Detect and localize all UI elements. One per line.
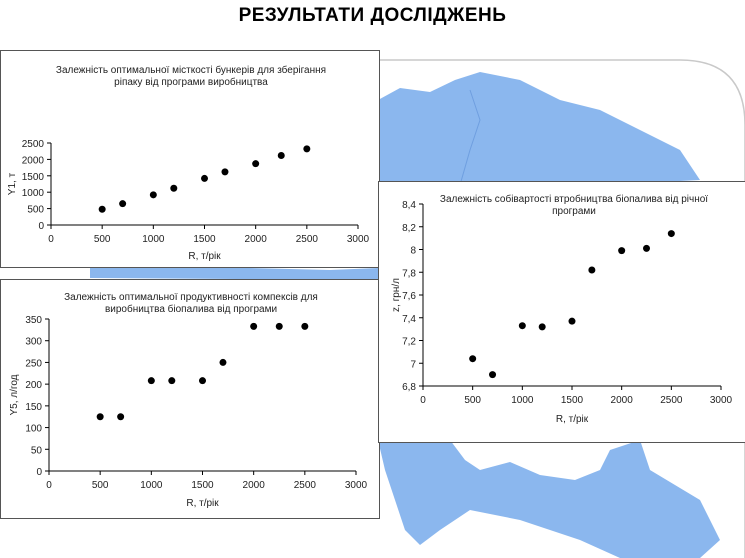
y-tick-label: 300 (25, 337, 42, 348)
x-tick-label: 3000 (347, 234, 370, 245)
y-tick-label: 0 (36, 467, 42, 478)
chart-1-title: Залежність оптимальної місткості бункері… (55, 65, 327, 88)
x-axis-label: R, т/рік (188, 251, 221, 262)
data-point (170, 184, 178, 192)
data-point (469, 355, 477, 363)
x-tick-label: 1500 (193, 234, 216, 245)
data-point (568, 317, 576, 325)
data-point (117, 413, 125, 421)
x-tick-label: 2500 (296, 234, 319, 245)
data-point (98, 205, 106, 213)
y-axis-label: z, грн/л (391, 278, 402, 312)
data-point (201, 174, 208, 182)
data-point (275, 322, 283, 330)
y-tick-label: 7,4 (402, 314, 416, 325)
x-tick-label: 0 (420, 395, 426, 406)
x-tick-label: 1500 (191, 480, 214, 491)
data-point (219, 358, 227, 366)
y-tick-label: 250 (25, 358, 42, 369)
chart-1-plot: 0 500 1000 1500 2000 2500 3000 0 500 1000 1500 2000… (7, 139, 370, 262)
chart-2-title: Залежність оптимальної продуктивності ко… (64, 292, 318, 315)
data-point (489, 371, 497, 379)
data-point (252, 160, 260, 168)
y-tick-label: 8 (410, 246, 416, 257)
slide-title: РЕЗУЛЬТАТИ ДОСЛІДЖЕНЬ (238, 5, 507, 26)
x-tick-label: 1500 (561, 395, 584, 406)
data-point (303, 145, 311, 153)
y-tick-label: 6,8 (402, 382, 416, 393)
data-point (250, 322, 258, 330)
x-tick-label: 1000 (140, 480, 163, 491)
data-point (147, 377, 155, 385)
data-point (199, 377, 206, 385)
map-region-north (378, 72, 700, 185)
y-tick-label: 50 (31, 445, 43, 456)
x-tick-label: 500 (92, 480, 109, 491)
data-point (667, 230, 675, 238)
data-point (301, 322, 309, 330)
chart-panel-3: Залежність собівартості втробництва біоп… (378, 181, 745, 443)
data-point (168, 377, 176, 385)
chart-panel-1: Залежність оптимальної місткості бункері… (0, 50, 380, 268)
y-tick-label: 2000 (22, 155, 45, 166)
data-point (538, 323, 546, 331)
y-tick-label: 2500 (22, 139, 45, 150)
y-tick-label: 7,6 (402, 291, 416, 302)
y-tick-label: 1500 (22, 172, 45, 183)
data-point (277, 151, 285, 159)
map-region-west (90, 264, 378, 280)
chart-2-plot: 0 500 1000 1500 2000 2500 3000 0 50 100 150 200 250 3… (9, 315, 368, 509)
map-border-line (459, 89, 481, 186)
data-point (96, 413, 104, 421)
x-axis-label: R, т/рік (186, 498, 219, 509)
y-tick-label: 200 (25, 380, 42, 391)
x-tick-label: 2000 (245, 234, 268, 245)
chart-3-title: Залежність собівартості втробництва біоп… (439, 194, 709, 217)
map-region-south (378, 440, 720, 558)
x-tick-label: 2500 (660, 395, 683, 406)
x-tick-label: 3000 (345, 480, 368, 491)
y-tick-label: 150 (25, 402, 42, 413)
data-point (119, 200, 127, 208)
y-tick-label: 500 (27, 205, 44, 216)
y-tick-label: 0 (38, 221, 44, 232)
x-axis-label: R, т/рік (556, 414, 589, 425)
x-tick-label: 1000 (511, 395, 534, 406)
x-tick-label: 0 (48, 234, 54, 245)
x-tick-label: 0 (46, 480, 52, 491)
y-tick-label: 7 (410, 359, 416, 370)
chart-3-plot: 0 500 1000 1500 2000 2500 3000 6,8 7 7,2 7,4 7,6 7,8… (391, 200, 733, 425)
data-point (149, 191, 157, 199)
data-point (618, 247, 626, 255)
y-axis-label: Y5, л/год (9, 374, 20, 415)
x-tick-label: 2000 (243, 480, 266, 491)
x-tick-label: 2000 (611, 395, 634, 406)
y-tick-label: 7,2 (402, 337, 416, 348)
y-tick-label: 1000 (22, 188, 45, 199)
y-tick-label: 8,4 (402, 200, 416, 211)
data-point (588, 266, 596, 274)
x-tick-label: 500 (94, 234, 111, 245)
y-tick-label: 7,8 (402, 268, 416, 279)
data-point (221, 168, 229, 176)
y-tick-label: 350 (25, 315, 42, 326)
x-tick-label: 1000 (142, 234, 165, 245)
y-tick-label: 8,2 (402, 223, 416, 234)
x-tick-label: 500 (464, 395, 481, 406)
x-tick-label: 3000 (710, 395, 733, 406)
data-point (518, 322, 526, 330)
x-tick-label: 2500 (294, 480, 317, 491)
y-axis-label: Y1, т (7, 172, 18, 195)
chart-panel-2: Залежність оптимальної продуктивності ко… (0, 279, 380, 519)
data-point (643, 244, 650, 252)
y-tick-label: 100 (25, 424, 42, 435)
